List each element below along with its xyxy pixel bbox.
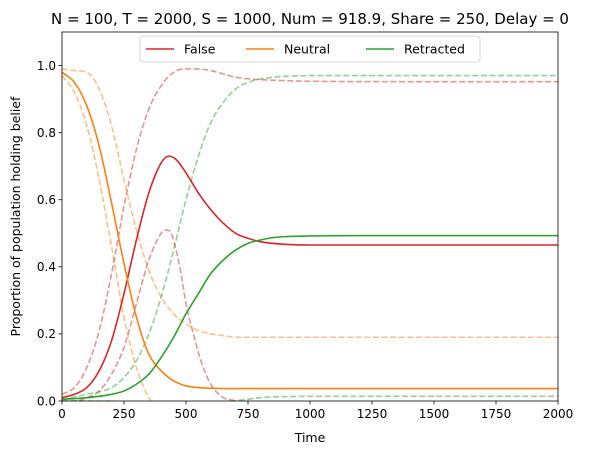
x-tick-label: 1750 xyxy=(481,407,512,421)
series-layer xyxy=(62,68,558,401)
y-axis-label: Proportion of population holding belief xyxy=(8,96,23,337)
x-tick-label: 1000 xyxy=(295,407,326,421)
x-tick-label: 250 xyxy=(113,407,136,421)
y-tick-label: 0.8 xyxy=(37,126,56,140)
legend-label-false: False xyxy=(184,42,216,57)
chart-title: N = 100, T = 2000, S = 1000, Num = 918.9… xyxy=(51,10,569,28)
legend-label-retracted: Retracted xyxy=(404,42,465,57)
legend-frame xyxy=(139,35,481,63)
y-tick-label: 0.6 xyxy=(37,193,56,207)
series-line-neutral-lower-band xyxy=(62,75,152,401)
series-line-neutral-upper-band xyxy=(62,68,558,339)
series-line-false-lower-band xyxy=(62,229,238,401)
legend: False Neutral Retracted xyxy=(139,35,481,63)
x-tick-label: 2000 xyxy=(543,407,574,421)
x-axis-label: Time xyxy=(294,430,326,445)
y-tick-label: 0.4 xyxy=(37,260,56,274)
y-tick-label: 0.0 xyxy=(37,394,56,408)
plot-frame xyxy=(61,31,559,402)
x-tick-label: 1500 xyxy=(419,407,450,421)
x-axis: 0 250 500 750 1000 1250 1500 1750 2000 xyxy=(58,401,573,421)
series-line-retracted xyxy=(62,234,558,401)
x-tick-label: 0 xyxy=(58,407,66,421)
legend-label-neutral: Neutral xyxy=(284,42,330,57)
x-tick-label: 750 xyxy=(237,407,260,421)
y-tick-label: 0.2 xyxy=(37,327,56,341)
x-tick-label: 500 xyxy=(175,407,198,421)
series-line-neutral xyxy=(62,71,558,390)
series-line-false-upper-band xyxy=(62,68,558,396)
series-line-retracted-upper-band xyxy=(62,74,558,401)
y-axis: 0.0 0.2 0.4 0.6 0.8 1.0 xyxy=(37,59,62,408)
series-line-false xyxy=(62,155,558,399)
x-tick-label: 1250 xyxy=(357,407,388,421)
y-tick-label: 1.0 xyxy=(37,59,56,73)
